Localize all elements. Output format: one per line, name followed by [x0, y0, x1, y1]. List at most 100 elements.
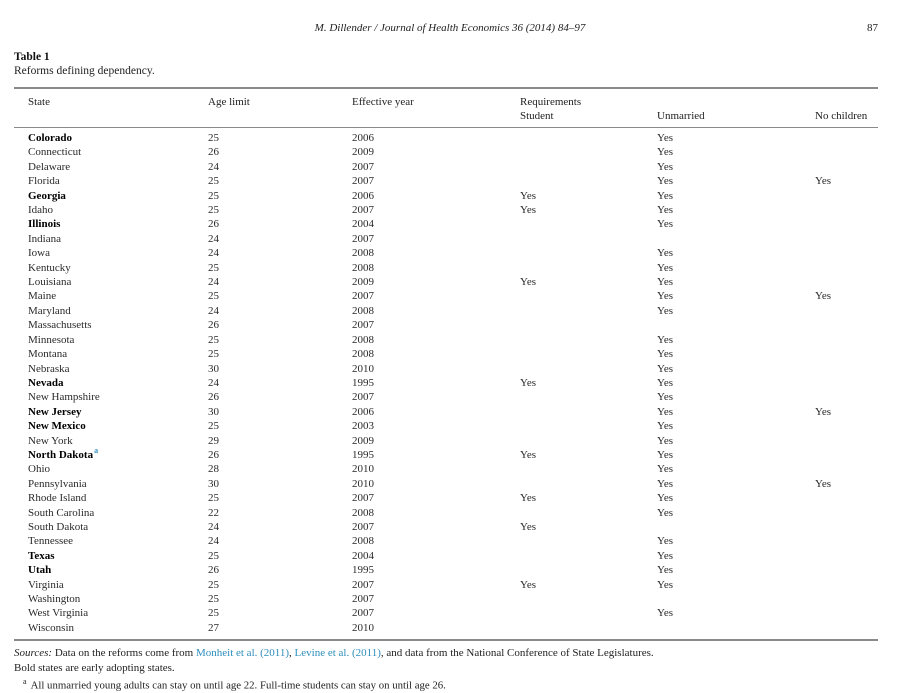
effective-year-cell: 2007: [352, 160, 374, 173]
table-row: Minnesota 25 2008 Yes: [14, 333, 878, 347]
unmarried-cell: Yes: [657, 578, 674, 591]
age-limit-cell: 26: [208, 391, 219, 404]
no-children-cell: [815, 606, 878, 620]
effective-year-cell: 2007: [352, 391, 374, 404]
age-limit-cell: 25: [208, 175, 219, 188]
student-cell: [520, 405, 657, 419]
sources-separator: ,: [289, 647, 295, 660]
no-children-cell: [815, 434, 878, 448]
sources-text-1: Data on the reforms come from: [52, 647, 196, 660]
effective-year-cell: 2007: [352, 520, 374, 533]
state-cell: Maryland: [28, 304, 71, 317]
state-cell: Montana: [28, 348, 68, 361]
page-number: 87: [867, 22, 878, 34]
unmarried-cell: Yes: [657, 362, 674, 375]
age-limit-cell: 25: [208, 593, 219, 605]
unmarried-cell: Yes: [657, 420, 674, 433]
effective-year-cell: 2008: [352, 535, 374, 548]
footnote-a: a All unmarried young adults can stay on …: [14, 675, 878, 693]
state-cell: New Mexico: [28, 420, 86, 433]
table-row: Montana 25 2008 Yes: [14, 347, 878, 361]
age-limit-cell: 24: [208, 376, 219, 389]
unmarried-cell: Yes: [657, 535, 674, 548]
footnote-ref-link[interactable]: a: [94, 446, 99, 456]
effective-year-cell: 2007: [352, 232, 374, 245]
sources-label: Sources:: [14, 647, 53, 660]
student-cell: Yes: [520, 276, 537, 289]
state-cell: New York: [28, 434, 73, 447]
unmarried-cell: [657, 621, 815, 640]
unmarried-cell: Yes: [657, 463, 674, 476]
student-cell: Yes: [520, 492, 537, 505]
no-children-cell: Yes: [815, 290, 832, 303]
effective-year-cell: 2007: [352, 175, 374, 188]
state-cell: South Dakota: [28, 520, 89, 533]
state-cell: Indiana: [28, 232, 61, 245]
age-limit-cell: 26: [208, 319, 219, 332]
unmarried-cell: Yes: [657, 247, 674, 260]
age-limit-cell: 24: [208, 304, 219, 317]
unmarried-cell: [657, 318, 815, 332]
citation-link-levine[interactable]: Levine et al. (2011): [294, 647, 381, 660]
header-row-2: Student Unmarried No children: [14, 109, 879, 128]
state-cell: Georgia: [28, 189, 66, 202]
age-limit-cell: 26: [208, 564, 219, 577]
student-cell: Yes: [520, 578, 537, 591]
unmarried-cell: Yes: [657, 506, 674, 519]
table-row: South Carolina 22 2008 Yes: [14, 506, 878, 520]
age-limit-cell: 24: [208, 276, 219, 289]
student-cell: [520, 592, 657, 606]
no-children-cell: [815, 563, 878, 577]
student-cell: [520, 232, 657, 246]
state-cell: Idaho: [28, 204, 54, 217]
state-cell: Kentucky: [28, 261, 71, 274]
col-header-age-limit: Age limit: [208, 96, 250, 108]
state-cell: Nevada: [28, 376, 64, 389]
age-limit-cell: 22: [208, 506, 219, 519]
effective-year-cell: 2008: [352, 261, 374, 274]
table-row: Nevada 24 1995 Yes Yes: [14, 376, 878, 390]
no-children-cell: [815, 203, 878, 217]
student-cell: [520, 477, 657, 491]
state-cell: Massachusetts: [28, 319, 92, 332]
effective-year-cell: 2006: [352, 189, 374, 202]
effective-year-cell: 2009: [352, 276, 374, 289]
table-row: New York 29 2009 Yes: [14, 434, 878, 448]
col-header-spacer-2: [208, 109, 352, 128]
effective-year-cell: 1995: [352, 448, 374, 461]
state-cell: West Virginia: [28, 607, 89, 620]
table-row: Pennsylvania 30 2010 Yes Yes: [14, 477, 878, 491]
no-children-cell: [815, 304, 878, 318]
no-children-cell: [815, 534, 878, 548]
student-cell: [520, 304, 657, 318]
no-children-cell: [815, 462, 878, 476]
footnote-a-marker: a: [23, 677, 27, 687]
no-children-cell: Yes: [815, 175, 832, 188]
no-children-cell: [815, 160, 878, 174]
no-children-cell: [815, 275, 878, 289]
student-cell: [520, 333, 657, 347]
state-cell: Virginia: [28, 578, 64, 591]
table-row: Maryland 24 2008 Yes: [14, 304, 878, 318]
no-children-cell: [815, 376, 878, 390]
table-label: Table 1: [14, 51, 50, 63]
state-cell: New Hampshire: [28, 391, 100, 404]
table-row: Indiana 24 2007: [14, 232, 878, 246]
no-children-cell: [815, 520, 878, 534]
effective-year-cell: 2006: [352, 405, 374, 418]
table-row: Colorado 25 2006 Yes: [14, 128, 878, 146]
effective-year-cell: 2006: [352, 132, 374, 144]
age-limit-cell: 25: [208, 204, 219, 217]
citation-link-monheit[interactable]: Monheit et al. (2011): [195, 647, 290, 660]
student-cell: Yes: [520, 376, 537, 389]
unmarried-cell: [657, 520, 815, 534]
col-header-spacer-1: [14, 109, 208, 128]
table-row: Ohio 28 2010 Yes: [14, 462, 878, 476]
student-cell: [520, 289, 657, 303]
table-row: Wisconsin 27 2010: [14, 621, 878, 640]
student-cell: [520, 563, 657, 577]
table-row: West Virginia 25 2007 Yes: [14, 606, 878, 620]
student-cell: [520, 419, 657, 433]
no-children-cell: [815, 261, 878, 275]
state-cell: Florida: [28, 175, 60, 188]
